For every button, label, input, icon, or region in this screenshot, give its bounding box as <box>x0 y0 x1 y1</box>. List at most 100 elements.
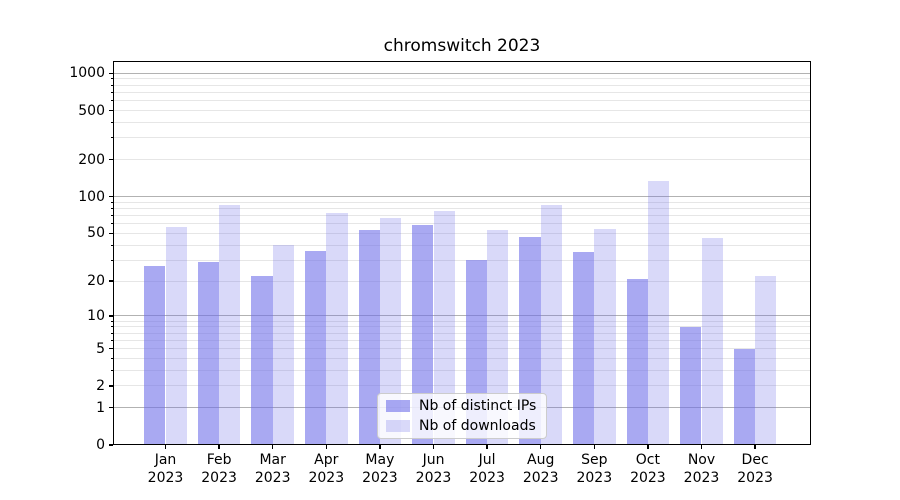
y-tick-mark <box>109 232 113 235</box>
bar-downloads <box>165 227 187 445</box>
x-tick-mark <box>539 445 542 449</box>
bar-distinct-ips <box>144 265 166 445</box>
bar-downloads <box>326 213 348 445</box>
bar-downloads <box>219 205 241 445</box>
bar-distinct-ips <box>251 276 273 445</box>
y-gridline-minor <box>113 259 811 261</box>
y-minor-tick-mark <box>110 357 113 359</box>
y-gridline-minor <box>113 357 811 359</box>
y-tick-label: 5 <box>96 340 105 357</box>
x-tick-mark <box>700 445 703 449</box>
y-tick-label: 1 <box>96 399 105 416</box>
y-minor-tick-mark <box>110 332 113 334</box>
y-gridline-minor <box>113 159 811 161</box>
y-tick-mark <box>109 158 113 161</box>
y-gridline-minor <box>113 84 811 86</box>
y-gridline-major <box>113 315 811 317</box>
y-gridline-minor <box>113 78 811 80</box>
legend-label-distinct-ips: Nb of distinct IPs <box>419 398 537 414</box>
bar-downloads <box>272 245 295 445</box>
y-minor-tick-mark <box>110 84 113 86</box>
x-tick-mark <box>379 445 381 449</box>
y-gridline-minor <box>113 208 811 210</box>
y-gridline-minor <box>113 339 811 341</box>
y-minor-tick-mark <box>110 78 113 80</box>
y-gridline-minor <box>113 244 811 246</box>
y-gridline-major <box>113 196 811 198</box>
y-minor-tick-mark <box>110 326 113 328</box>
y-gridline-minor <box>113 100 811 102</box>
bar-distinct-ips <box>680 326 702 445</box>
legend-label-downloads: Nb of downloads <box>419 418 536 434</box>
x-tick-label: Jan 2023 <box>147 452 184 486</box>
x-tick-label: Apr 2023 <box>308 452 345 486</box>
y-gridline-minor <box>113 223 811 225</box>
bar-downloads <box>379 217 402 445</box>
bar-distinct-ips <box>733 348 756 445</box>
legend-swatch-downloads <box>386 420 410 432</box>
bar-distinct-ips <box>572 252 595 445</box>
bar-distinct-ips <box>412 224 434 445</box>
y-minor-tick-mark <box>110 208 113 210</box>
bar-downloads <box>433 211 455 445</box>
y-tick-mark <box>109 406 113 409</box>
y-gridline-minor <box>113 326 811 328</box>
x-tick-label: Nov 2023 <box>683 452 720 486</box>
y-minor-tick-mark <box>110 91 113 93</box>
y-gridline-minor <box>113 385 811 387</box>
y-gridline-minor <box>113 201 811 203</box>
x-tick-mark <box>647 445 649 449</box>
bar-downloads <box>540 205 563 445</box>
y-tick-mark <box>109 72 113 75</box>
y-tick-label: 20 <box>87 273 105 290</box>
x-tick-mark <box>432 445 435 449</box>
bar-distinct-ips <box>626 278 648 445</box>
y-tick-mark <box>109 444 113 446</box>
y-minor-tick-mark <box>110 122 113 123</box>
y-tick-mark <box>109 385 113 387</box>
x-tick-label: Jul 2023 <box>469 452 505 486</box>
x-tick-mark <box>325 445 328 449</box>
y-gridline-major <box>113 72 811 74</box>
y-minor-tick-mark <box>110 223 113 225</box>
bar-downloads <box>647 180 670 445</box>
y-tick-label: 2 <box>96 377 105 394</box>
y-tick-label: 200 <box>78 151 105 168</box>
y-gridline-minor <box>113 137 811 139</box>
x-tick-mark <box>218 445 220 449</box>
y-minor-tick-mark <box>110 215 113 217</box>
x-tick-label: May 2023 <box>362 452 398 486</box>
y-tick-label: 1000 <box>69 65 105 82</box>
legend-swatch-distinct-ips <box>386 400 410 412</box>
y-gridline-minor <box>113 369 811 371</box>
bar-downloads <box>594 229 616 445</box>
y-minor-tick-mark <box>110 244 113 246</box>
x-tick-label: Dec 2023 <box>737 452 773 486</box>
legend-entry-distinct-ips: Nb of distinct IPs <box>386 398 538 414</box>
y-tick-label: 0 <box>96 437 105 453</box>
x-tick-mark <box>271 445 274 449</box>
y-gridline-minor <box>113 122 811 123</box>
y-tick-mark <box>109 315 113 317</box>
y-minor-tick-mark <box>110 201 113 203</box>
y-gridline-minor <box>113 91 811 93</box>
y-minor-tick-mark <box>110 137 113 139</box>
y-tick-mark <box>109 280 113 282</box>
bar-distinct-ips <box>519 236 541 445</box>
y-tick-mark <box>109 109 113 112</box>
plot-area <box>113 61 811 445</box>
y-tick-label: 10 <box>87 307 105 324</box>
y-tick-label: 50 <box>87 225 105 242</box>
y-tick-label: 500 <box>78 102 105 119</box>
y-gridline-minor <box>113 320 811 322</box>
y-minor-tick-mark <box>110 369 113 371</box>
chart-title: chromswitch 2023 <box>383 36 541 56</box>
y-minor-tick-mark <box>110 320 113 322</box>
bar-distinct-ips <box>197 262 220 445</box>
y-minor-tick-mark <box>110 259 113 261</box>
x-tick-mark <box>164 445 167 449</box>
y-minor-tick-mark <box>110 339 113 341</box>
y-gridline-minor <box>113 215 811 217</box>
x-tick-label: Feb 2023 <box>201 452 237 486</box>
